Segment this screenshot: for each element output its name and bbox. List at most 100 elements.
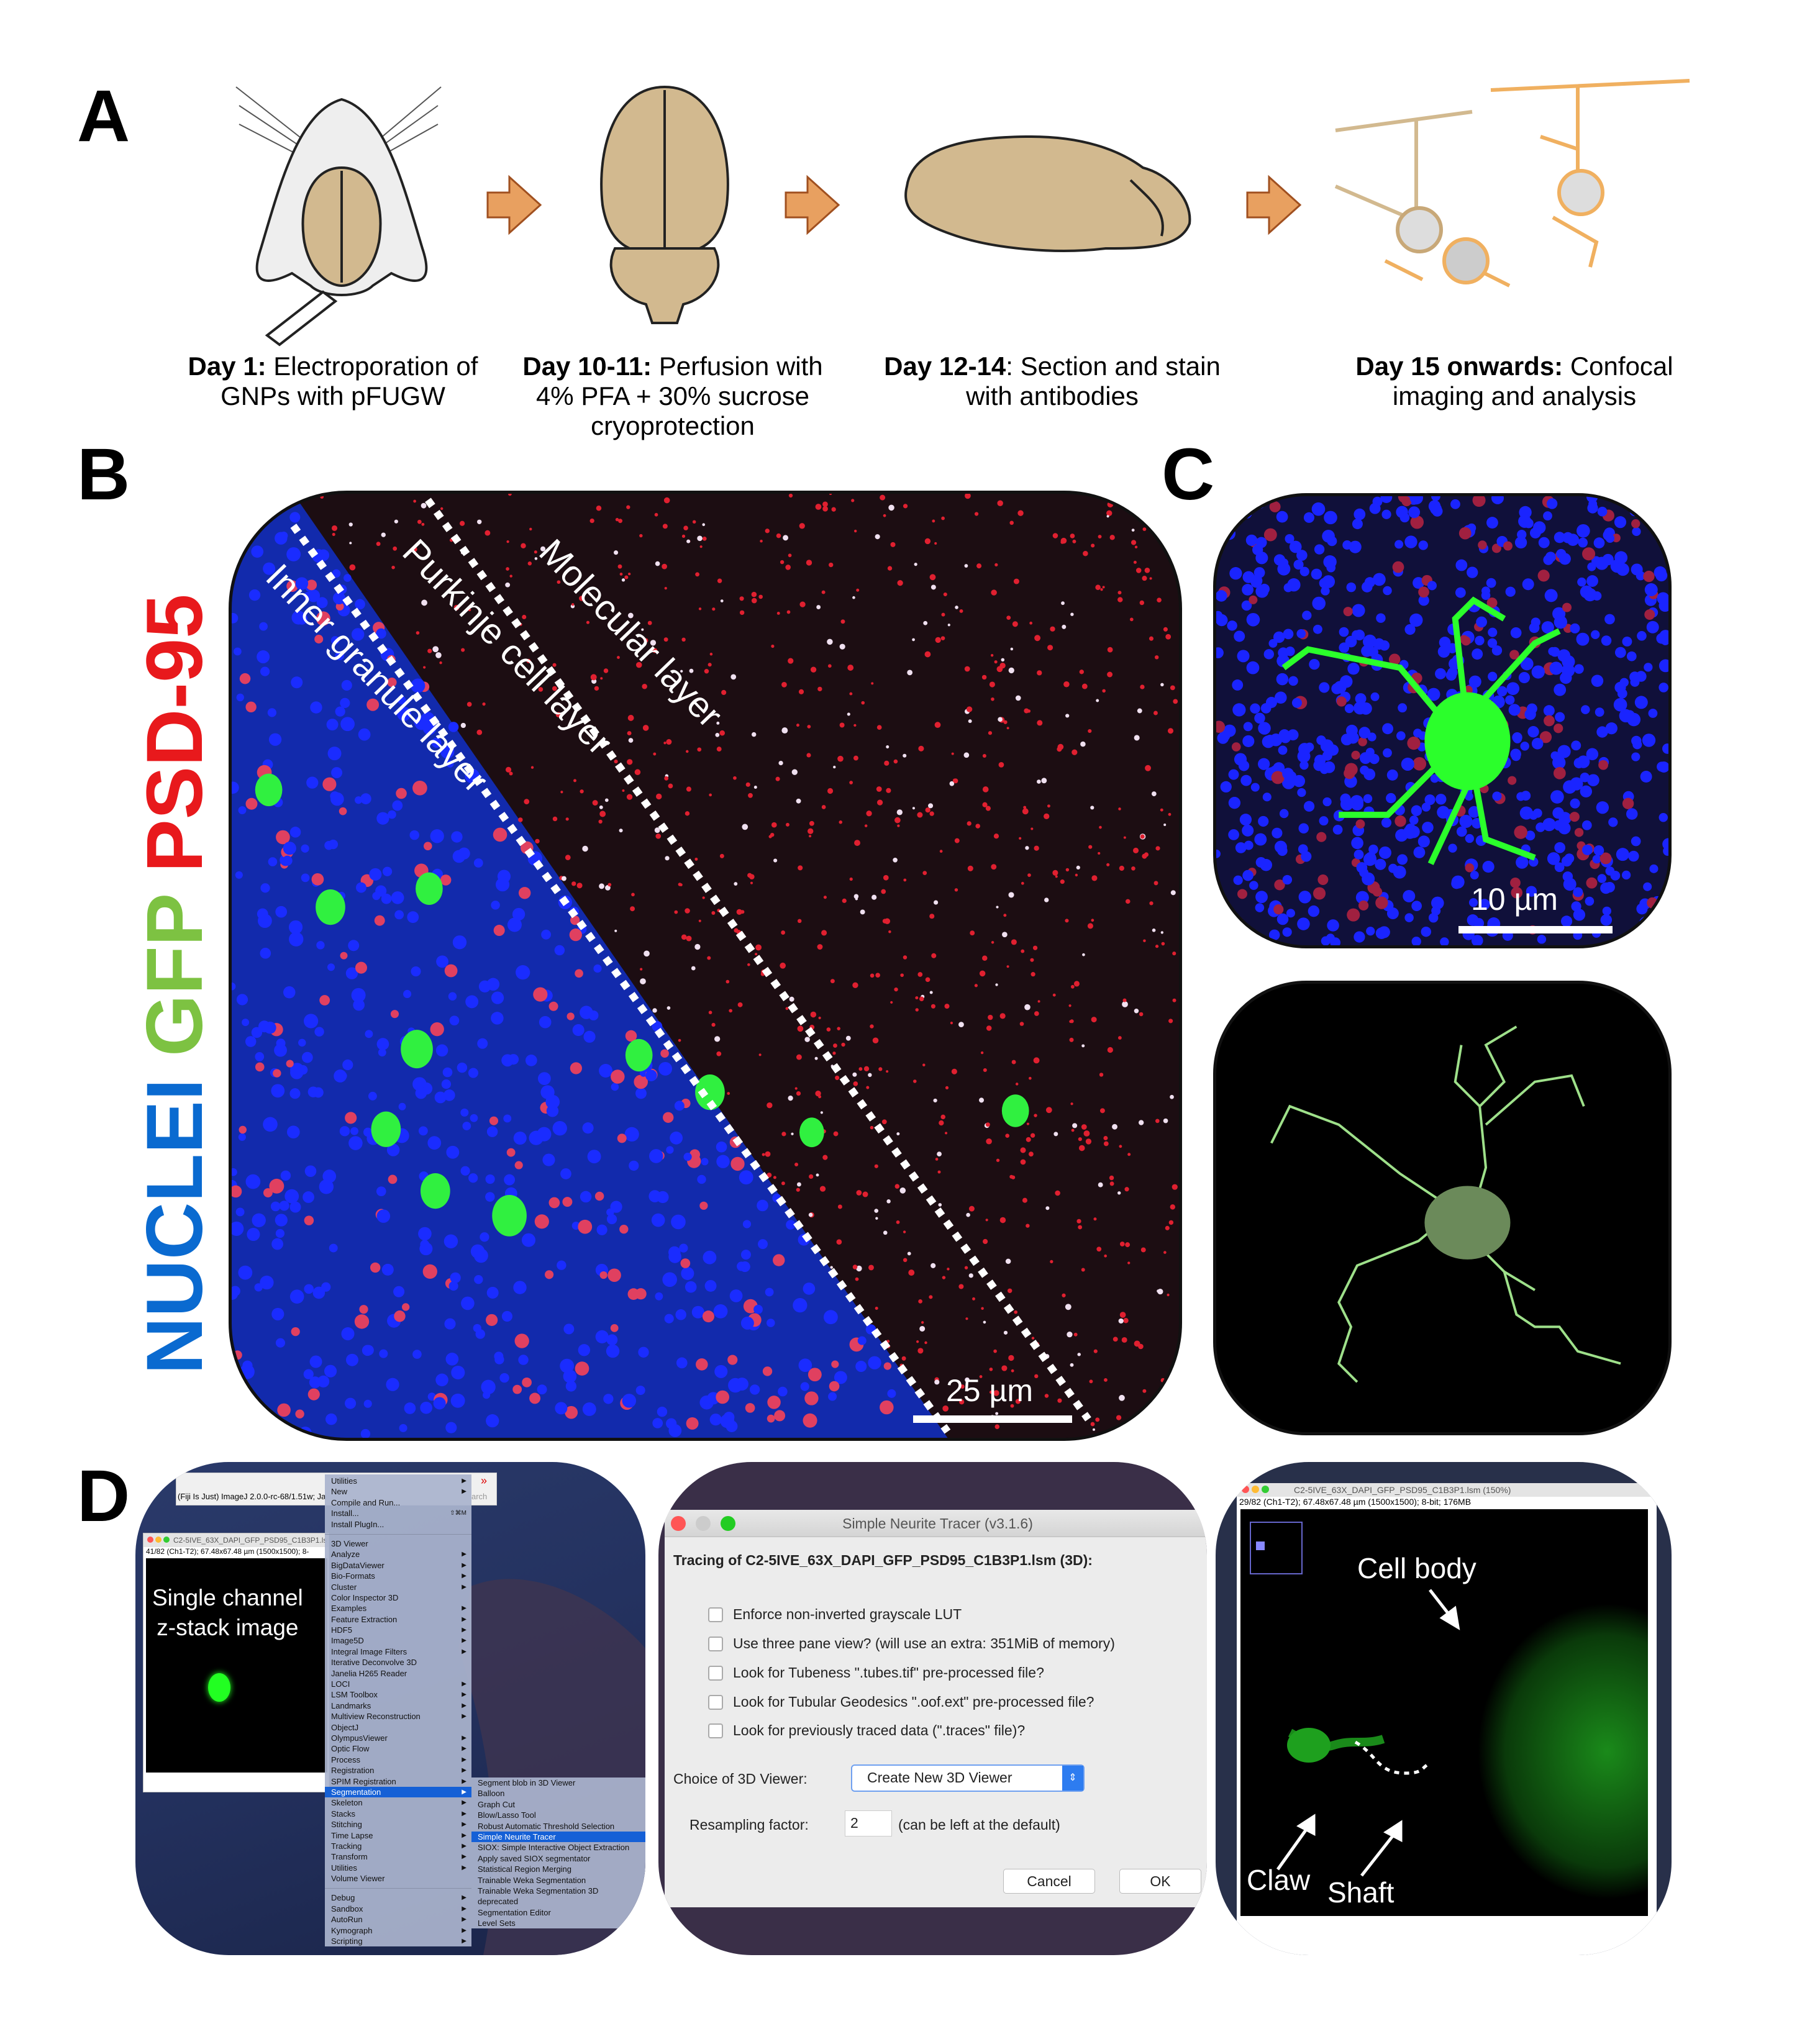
menu-item[interactable]: Transform ▶ bbox=[325, 1851, 471, 1862]
speck bbox=[853, 529, 857, 533]
menu-item[interactable]: Time Lapse ▶ bbox=[325, 1830, 471, 1841]
tracer-canvas[interactable]: Cell body Claw Shaft bbox=[1240, 1509, 1648, 1916]
menu-item[interactable]: Segment blob in 3D Viewer bbox=[471, 1777, 645, 1788]
checkbox[interactable] bbox=[708, 1695, 723, 1710]
speck bbox=[912, 638, 915, 642]
menu-item[interactable]: Color Inspector 3D bbox=[325, 1592, 471, 1603]
checkbox[interactable] bbox=[708, 1607, 723, 1622]
menu-item[interactable]: Robust Automatic Threshold Selection bbox=[471, 1821, 645, 1832]
menu-item[interactable]: Debug ▶ bbox=[325, 1892, 471, 1903]
menu-item[interactable]: Install PlugIn... bbox=[325, 1519, 471, 1530]
menu-item[interactable]: Statistical Region Merging bbox=[471, 1864, 645, 1874]
menu-item[interactable]: Utilities ▶ bbox=[325, 1863, 471, 1873]
menu-item[interactable]: Segmentation Editor bbox=[471, 1907, 645, 1918]
menu-item[interactable]: Janelia H265 Reader bbox=[325, 1668, 471, 1679]
speck bbox=[1145, 765, 1151, 771]
dialog-titlebar[interactable]: Simple Neurite Tracer (v3.1.6) bbox=[665, 1510, 1207, 1537]
menu-item[interactable]: Multiview Reconstruction ▶ bbox=[325, 1711, 471, 1722]
speck bbox=[903, 753, 907, 758]
menu-item[interactable]: deprecated ▶ bbox=[471, 1896, 645, 1907]
menu-item[interactable]: AutoRun ▶ bbox=[325, 1914, 471, 1925]
menu-item[interactable]: Sandbox ▶ bbox=[325, 1904, 471, 1914]
menu-item[interactable]: Scripting ▶ bbox=[325, 1936, 471, 1946]
speck bbox=[610, 1201, 622, 1213]
viewer-select[interactable]: Create New 3D Viewer ⇕ bbox=[851, 1764, 1085, 1792]
menu-item[interactable]: Blow/Lasso Tool bbox=[471, 1810, 645, 1820]
speck bbox=[979, 1375, 983, 1378]
menu-item[interactable]: Apply saved SIOX segmentator bbox=[471, 1853, 645, 1864]
menu-item[interactable]: OlympusViewer ▶ bbox=[325, 1733, 471, 1743]
resampling-input[interactable]: 2 bbox=[845, 1810, 892, 1837]
speck bbox=[650, 640, 657, 646]
speck bbox=[856, 588, 860, 592]
menu-item[interactable]: Volume Viewer bbox=[325, 1873, 471, 1884]
speck bbox=[312, 1286, 325, 1299]
menu-item[interactable]: Integral Image Filters ▶ bbox=[325, 1646, 471, 1657]
speck bbox=[758, 1239, 768, 1250]
menu-item[interactable]: Balloon bbox=[471, 1788, 645, 1799]
minimize-icon[interactable] bbox=[696, 1516, 711, 1531]
close-icon[interactable] bbox=[671, 1516, 686, 1531]
menu-item[interactable]: Utilities ▶ bbox=[325, 1476, 471, 1486]
menu-item[interactable]: New ▶ bbox=[325, 1486, 471, 1497]
menu-item[interactable]: Install... ⇧⌘M bbox=[325, 1508, 471, 1519]
menu-item[interactable]: Feature Extraction ▶ bbox=[325, 1614, 471, 1625]
more-tools-icon[interactable]: » bbox=[481, 1474, 488, 1487]
speck bbox=[1118, 1318, 1124, 1324]
speck bbox=[985, 806, 991, 811]
menu-item[interactable]: 3D Viewer bbox=[325, 1538, 471, 1549]
image-window[interactable]: C2-5IVE_63X_DAPI_GFP_PSD95_C1B3P1.ls 41/… bbox=[143, 1533, 329, 1792]
menu-item[interactable]: Cluster ▶ bbox=[325, 1582, 471, 1592]
menu-item[interactable]: Bio-Formats ▶ bbox=[325, 1571, 471, 1581]
speck bbox=[529, 527, 532, 531]
menu-item[interactable]: Simple Neurite Tracer bbox=[471, 1831, 645, 1843]
menu-item[interactable]: Compile and Run... bbox=[325, 1497, 471, 1508]
menu-item[interactable]: Trainable Weka Segmentation bbox=[471, 1875, 645, 1886]
plugins-menu[interactable]: Utilities ▶ New ▶ Compile and Run... Install.… bbox=[325, 1474, 471, 1947]
speck bbox=[1552, 807, 1564, 819]
menu-item[interactable]: Landmarks ▶ bbox=[325, 1700, 471, 1711]
menu-item[interactable]: BigDataViewer ▶ bbox=[325, 1560, 471, 1571]
menu-item[interactable]: LSM Toolbox ▶ bbox=[325, 1689, 471, 1700]
speck bbox=[1091, 875, 1098, 881]
cancel-button[interactable]: Cancel bbox=[1003, 1869, 1095, 1894]
menu-item[interactable]: Stacks ▶ bbox=[325, 1809, 471, 1819]
menu-item[interactable]: Optic Flow ▶ bbox=[325, 1743, 471, 1754]
speck bbox=[264, 1021, 276, 1034]
speck bbox=[599, 1271, 607, 1279]
menu-item[interactable]: Process ▶ bbox=[325, 1755, 471, 1765]
image-canvas[interactable]: Single channel z-stack image bbox=[146, 1558, 327, 1773]
speck bbox=[1237, 650, 1250, 663]
menu-item[interactable]: Trainable Weka Segmentation 3D bbox=[471, 1886, 645, 1896]
checkbox[interactable] bbox=[708, 1666, 723, 1681]
segmentation-submenu[interactable]: Segment blob in 3D Viewer Balloon Graph Cu… bbox=[471, 1777, 645, 1929]
menu-item[interactable]: Examples ▶ bbox=[325, 1603, 471, 1614]
speck bbox=[1019, 837, 1022, 840]
menu-item[interactable]: Image5D ▶ bbox=[325, 1635, 471, 1646]
menu-item[interactable]: LOCI ▶ bbox=[325, 1679, 471, 1689]
zoom-icon[interactable] bbox=[721, 1516, 735, 1531]
menu-item[interactable]: Level Sets bbox=[471, 1918, 645, 1928]
checkbox[interactable] bbox=[708, 1637, 723, 1651]
search-field[interactable]: arch bbox=[471, 1492, 488, 1501]
tracer-image-window[interactable]: C2-5IVE_63X_DAPI_GFP_PSD95_C1B3P1.lsm (1… bbox=[1237, 1483, 1657, 1955]
menu-item[interactable]: Iterative Deconvolve 3D bbox=[325, 1657, 471, 1668]
menu-item[interactable]: Graph Cut bbox=[471, 1799, 645, 1810]
menu-item[interactable]: Kymograph ▶ bbox=[325, 1925, 471, 1936]
image-info: 41/82 (Ch1-T2); 67.48x67.48 µm (1500x150… bbox=[146, 1547, 309, 1556]
speck bbox=[1249, 881, 1258, 890]
menu-item[interactable]: ObjectJ bbox=[325, 1722, 471, 1733]
menu-item[interactable]: Registration ▶ bbox=[325, 1765, 471, 1776]
menu-item[interactable]: HDF5 ▶ bbox=[325, 1625, 471, 1635]
neurite-tracer-dialog[interactable]: Simple Neurite Tracer (v3.1.6) Tracing o… bbox=[665, 1510, 1207, 1907]
menu-item[interactable]: Stitching ▶ bbox=[325, 1819, 471, 1830]
speck bbox=[242, 1019, 250, 1027]
menu-item[interactable]: Skeleton ▶ bbox=[325, 1797, 471, 1808]
checkbox[interactable] bbox=[708, 1723, 723, 1738]
ok-button[interactable]: OK bbox=[1119, 1869, 1201, 1894]
menu-item[interactable]: Analyze ▶ bbox=[325, 1549, 471, 1560]
menu-item[interactable]: SPIM Registration ▶ bbox=[325, 1776, 471, 1787]
menu-item[interactable]: Tracking ▶ bbox=[325, 1841, 471, 1851]
menu-item[interactable]: SIOX: Simple Interactive Object Extracti… bbox=[471, 1842, 645, 1853]
menu-item[interactable]: Segmentation ▶ bbox=[325, 1786, 471, 1798]
